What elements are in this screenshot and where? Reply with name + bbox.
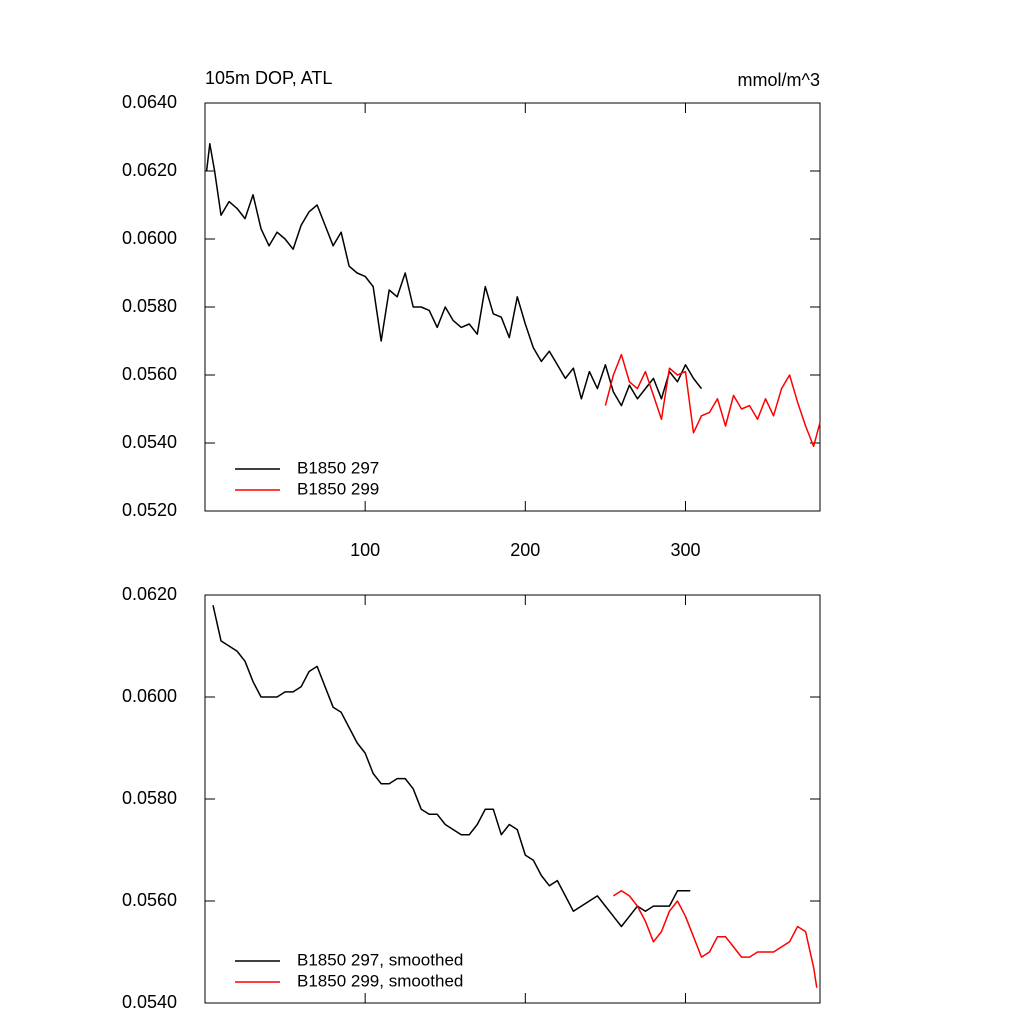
y-tick-label: 0.0520	[122, 500, 177, 520]
series-line	[212, 605, 691, 928]
y-tick-label: 0.0620	[122, 584, 177, 604]
y-tick-label: 0.0560	[122, 890, 177, 910]
x-tick-label: 200	[510, 540, 540, 560]
series-line	[612, 890, 818, 988]
y-tick-label: 0.0540	[122, 992, 177, 1012]
y-tick-label: 0.0600	[122, 686, 177, 706]
chart-title: 105m DOP, ATL	[205, 68, 332, 88]
y-tick-label: 0.0640	[122, 92, 177, 112]
x-tick-label: 300	[670, 540, 700, 560]
legend-label: B1850 297	[297, 458, 379, 477]
y-tick-label: 0.0580	[122, 788, 177, 808]
y-tick-label: 0.0560	[122, 364, 177, 384]
y-tick-label: 0.0540	[122, 432, 177, 452]
units-label: mmol/m^3	[738, 70, 820, 90]
y-tick-label: 0.0600	[122, 228, 177, 248]
y-tick-label: 0.0620	[122, 160, 177, 180]
plot-frame	[204, 594, 821, 1004]
y-tick-label: 0.0580	[122, 296, 177, 316]
x-tick-label: 100	[350, 540, 380, 560]
series-line	[604, 353, 821, 448]
legend-label: B1850 299	[297, 479, 379, 498]
series-line	[205, 143, 703, 407]
plot-frame	[204, 102, 821, 512]
legend-label: B1850 297, smoothed	[297, 950, 463, 969]
legend-label: B1850 299, smoothed	[297, 971, 463, 990]
